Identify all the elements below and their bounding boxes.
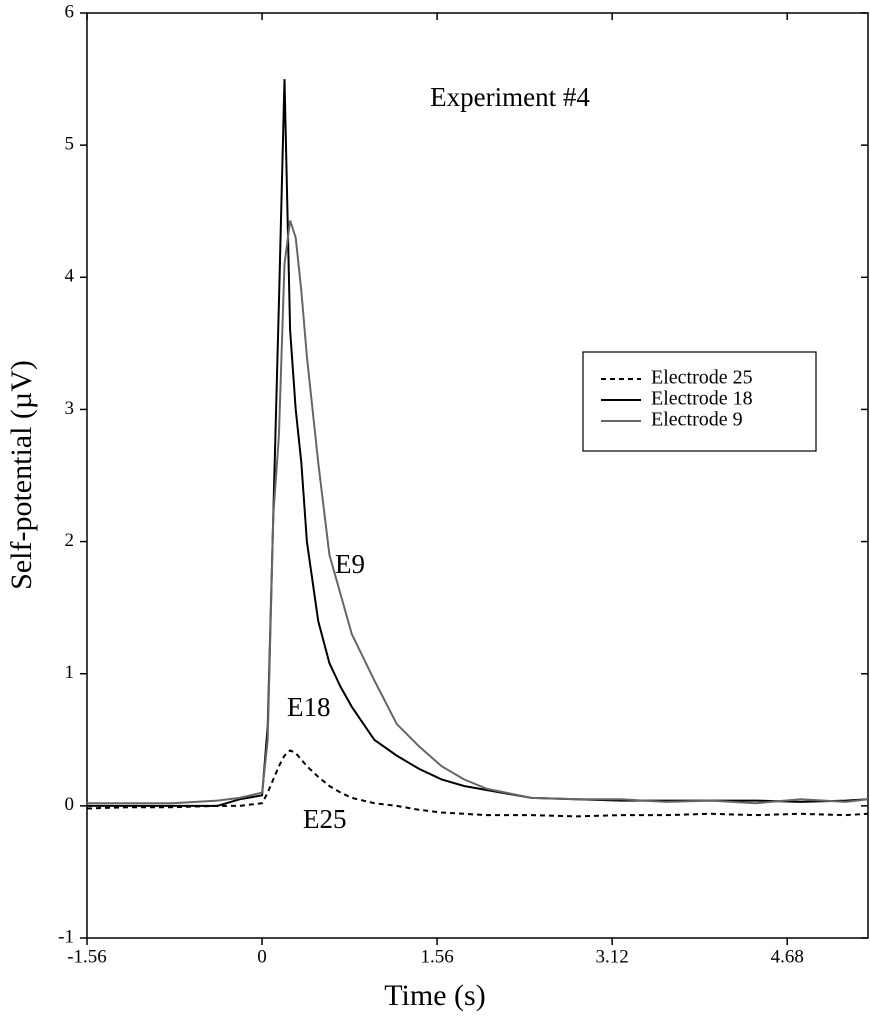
annotation: E25	[303, 804, 347, 834]
legend-label: Electrode 18	[651, 388, 753, 410]
legend-box	[582, 351, 817, 452]
data-line	[87, 220, 869, 805]
y-axis-label: Self-potential (µV)	[5, 360, 38, 590]
x-tick-label: 3.12	[596, 946, 629, 967]
y-tick-label: 0	[65, 794, 75, 815]
data-line	[86, 749, 869, 818]
annotation: E18	[287, 692, 331, 722]
x-tick-label: -1.56	[67, 946, 107, 967]
x-tick-label: 0	[257, 946, 267, 967]
y-tick-label: 1	[65, 662, 75, 683]
x-tick-label: 1.56	[420, 946, 453, 967]
chart-title: Experiment #4	[430, 82, 590, 112]
y-tick-label: 4	[65, 266, 75, 287]
x-tick-label: 4.68	[771, 946, 804, 967]
y-tick-label: 2	[65, 530, 75, 551]
x-axis-label: Time (s)	[384, 979, 485, 1012]
y-tick-label: 5	[65, 134, 75, 155]
y-tick-label: -1	[58, 926, 74, 947]
legend-label: Electrode 9	[651, 409, 743, 431]
y-tick-label: 6	[65, 1, 75, 22]
y-tick-label: 3	[65, 398, 75, 419]
annotation: E9	[335, 549, 365, 579]
legend-label: Electrode 25	[651, 367, 753, 389]
plot-frame	[86, 12, 869, 939]
